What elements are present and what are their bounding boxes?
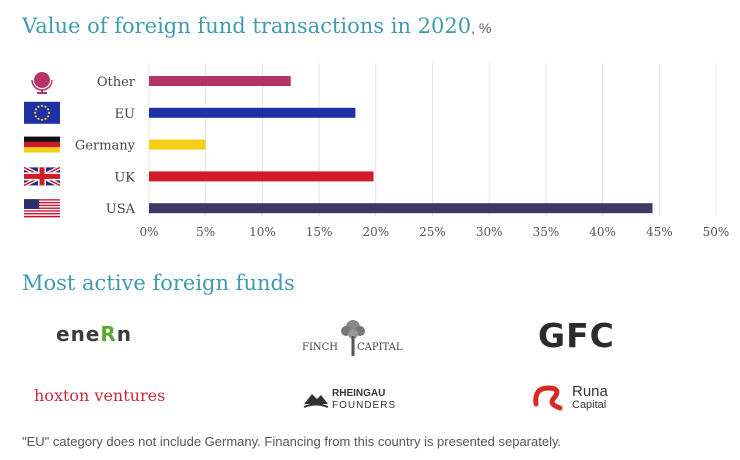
footnote: "EU" category does not include Germany. … [22,434,562,449]
rheingau-line2: FOUNDERS [332,400,397,411]
category-label: EU [115,107,135,122]
x-tick-label: 15% [306,225,333,239]
bar-uk [149,171,374,182]
x-tick-label: 50% [703,225,730,239]
enern-logo-post: n [116,322,133,346]
bar-eu [149,107,356,118]
runa-capital-logo: Runa Capital [530,382,620,414]
x-tick-label: 35% [533,225,560,239]
runa-swirl-icon [533,385,563,411]
category-label: USA [106,202,136,217]
chart-title: Value of foreign fund transactions in 20… [22,14,491,38]
runa-line2: Capital [572,399,607,411]
category-label: Germany [75,139,136,154]
finch-capital-right: CAPITAL [357,342,403,353]
uk-flag-icon [23,165,61,188]
rheingau-founders-logo: RHEINGAU FOUNDERS [302,386,402,414]
chart-title-text: Value of foreign fund transactions in 20… [22,14,472,38]
globe-icon [31,72,53,94]
x-tick-label: 30% [476,225,503,239]
rheingau-line1: RHEINGAU [332,388,386,399]
x-tick-label: 10% [249,225,276,239]
germany-flag-icon [24,136,60,153]
mountain-icon [303,394,329,408]
hoxton-ventures-logo: hoxton ventures [34,386,166,405]
eu-flag-icon [24,101,60,124]
x-tick-label: 25% [419,225,446,239]
enern-logo-pre: ene [56,322,101,346]
usa-flag-icon [24,199,60,218]
funds-title: Most active foreign funds [22,271,295,295]
bar-chart: 0% 5% 10% 15% 20% 25% 30% 35% 40% 45% 50% Other EU Ge… [23,63,730,239]
finch-capital-logo: FINCH CAPITAL [302,318,404,358]
runa-line1: Runa [572,383,608,400]
chart-unit: , % [471,20,492,36]
x-tick-label: 0% [139,225,158,239]
x-tick-label: 20% [362,225,389,239]
x-tick-label: 5% [196,225,215,239]
x-tick-label: 40% [589,225,616,239]
category-label: Other [97,75,136,90]
tree-icon [341,320,365,356]
bar-usa [149,203,653,214]
enern-logo: eneRn [56,322,132,346]
bar-other [149,76,291,86]
gfc-logo: GFC [538,316,615,355]
finch-capital-left: FINCH [302,342,339,353]
x-tick-label: 45% [646,225,673,239]
enern-logo-accent: R [100,322,117,346]
bar-germany [149,139,206,150]
category-label: UK [114,170,135,185]
